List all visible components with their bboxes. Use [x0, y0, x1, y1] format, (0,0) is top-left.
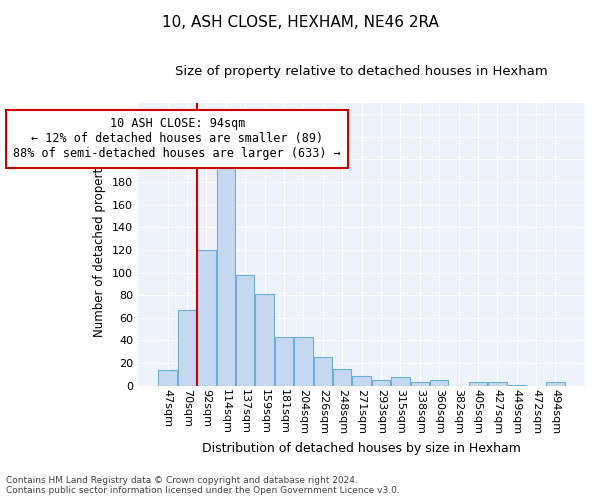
Bar — [410, 382, 429, 386]
Y-axis label: Number of detached properties: Number of detached properties — [94, 152, 106, 338]
Bar — [314, 358, 332, 386]
X-axis label: Distribution of detached houses by size in Hexham: Distribution of detached houses by size … — [202, 442, 521, 455]
Bar — [469, 382, 487, 386]
Bar — [546, 382, 565, 386]
Text: 10, ASH CLOSE, HEXHAM, NE46 2RA: 10, ASH CLOSE, HEXHAM, NE46 2RA — [161, 15, 439, 30]
Text: 10 ASH CLOSE: 94sqm
← 12% of detached houses are smaller (89)
88% of semi-detach: 10 ASH CLOSE: 94sqm ← 12% of detached ho… — [13, 118, 341, 160]
Bar — [333, 369, 352, 386]
Text: Contains HM Land Registry data © Crown copyright and database right 2024.
Contai: Contains HM Land Registry data © Crown c… — [6, 476, 400, 495]
Bar — [372, 380, 390, 386]
Bar — [178, 310, 196, 386]
Bar — [430, 380, 448, 386]
Bar — [391, 376, 410, 386]
Bar — [158, 370, 177, 386]
Bar — [217, 168, 235, 386]
Bar — [508, 384, 526, 386]
Bar — [275, 337, 293, 386]
Bar — [256, 294, 274, 386]
Bar — [236, 275, 254, 386]
Bar — [488, 382, 506, 386]
Bar — [352, 376, 371, 386]
Bar — [294, 337, 313, 386]
Title: Size of property relative to detached houses in Hexham: Size of property relative to detached ho… — [175, 65, 548, 78]
Bar — [197, 250, 215, 386]
